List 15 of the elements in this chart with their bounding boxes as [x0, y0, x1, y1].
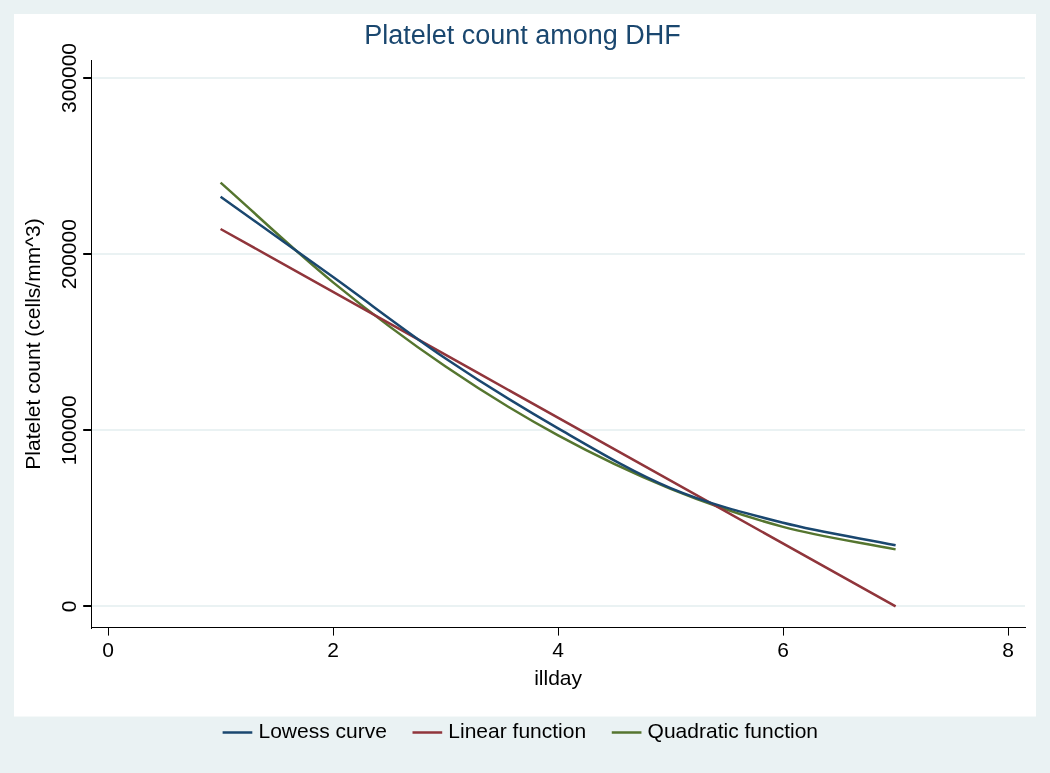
y-tick-label: 300000: [57, 42, 81, 114]
x-axis-title: illday: [534, 666, 583, 690]
legend-label: Quadratic function: [647, 719, 819, 743]
y-tick-label: 0: [57, 600, 81, 613]
y-tick-label: 100000: [57, 395, 81, 466]
y-axis-title: Platelet count (cells/mm^3): [21, 218, 45, 470]
chart-title: Platelet count among DHF: [364, 19, 681, 50]
y-tick-label: 200000: [57, 219, 81, 290]
legend-label: Lowess curve: [258, 719, 387, 743]
x-tick-label: 6: [777, 638, 789, 661]
x-tick-label: 0: [102, 638, 114, 661]
legend-label: Linear function: [448, 719, 587, 743]
x-tick-label: 2: [327, 638, 339, 661]
x-tick-label: 8: [1002, 638, 1014, 661]
x-tick-label: 4: [552, 638, 565, 661]
